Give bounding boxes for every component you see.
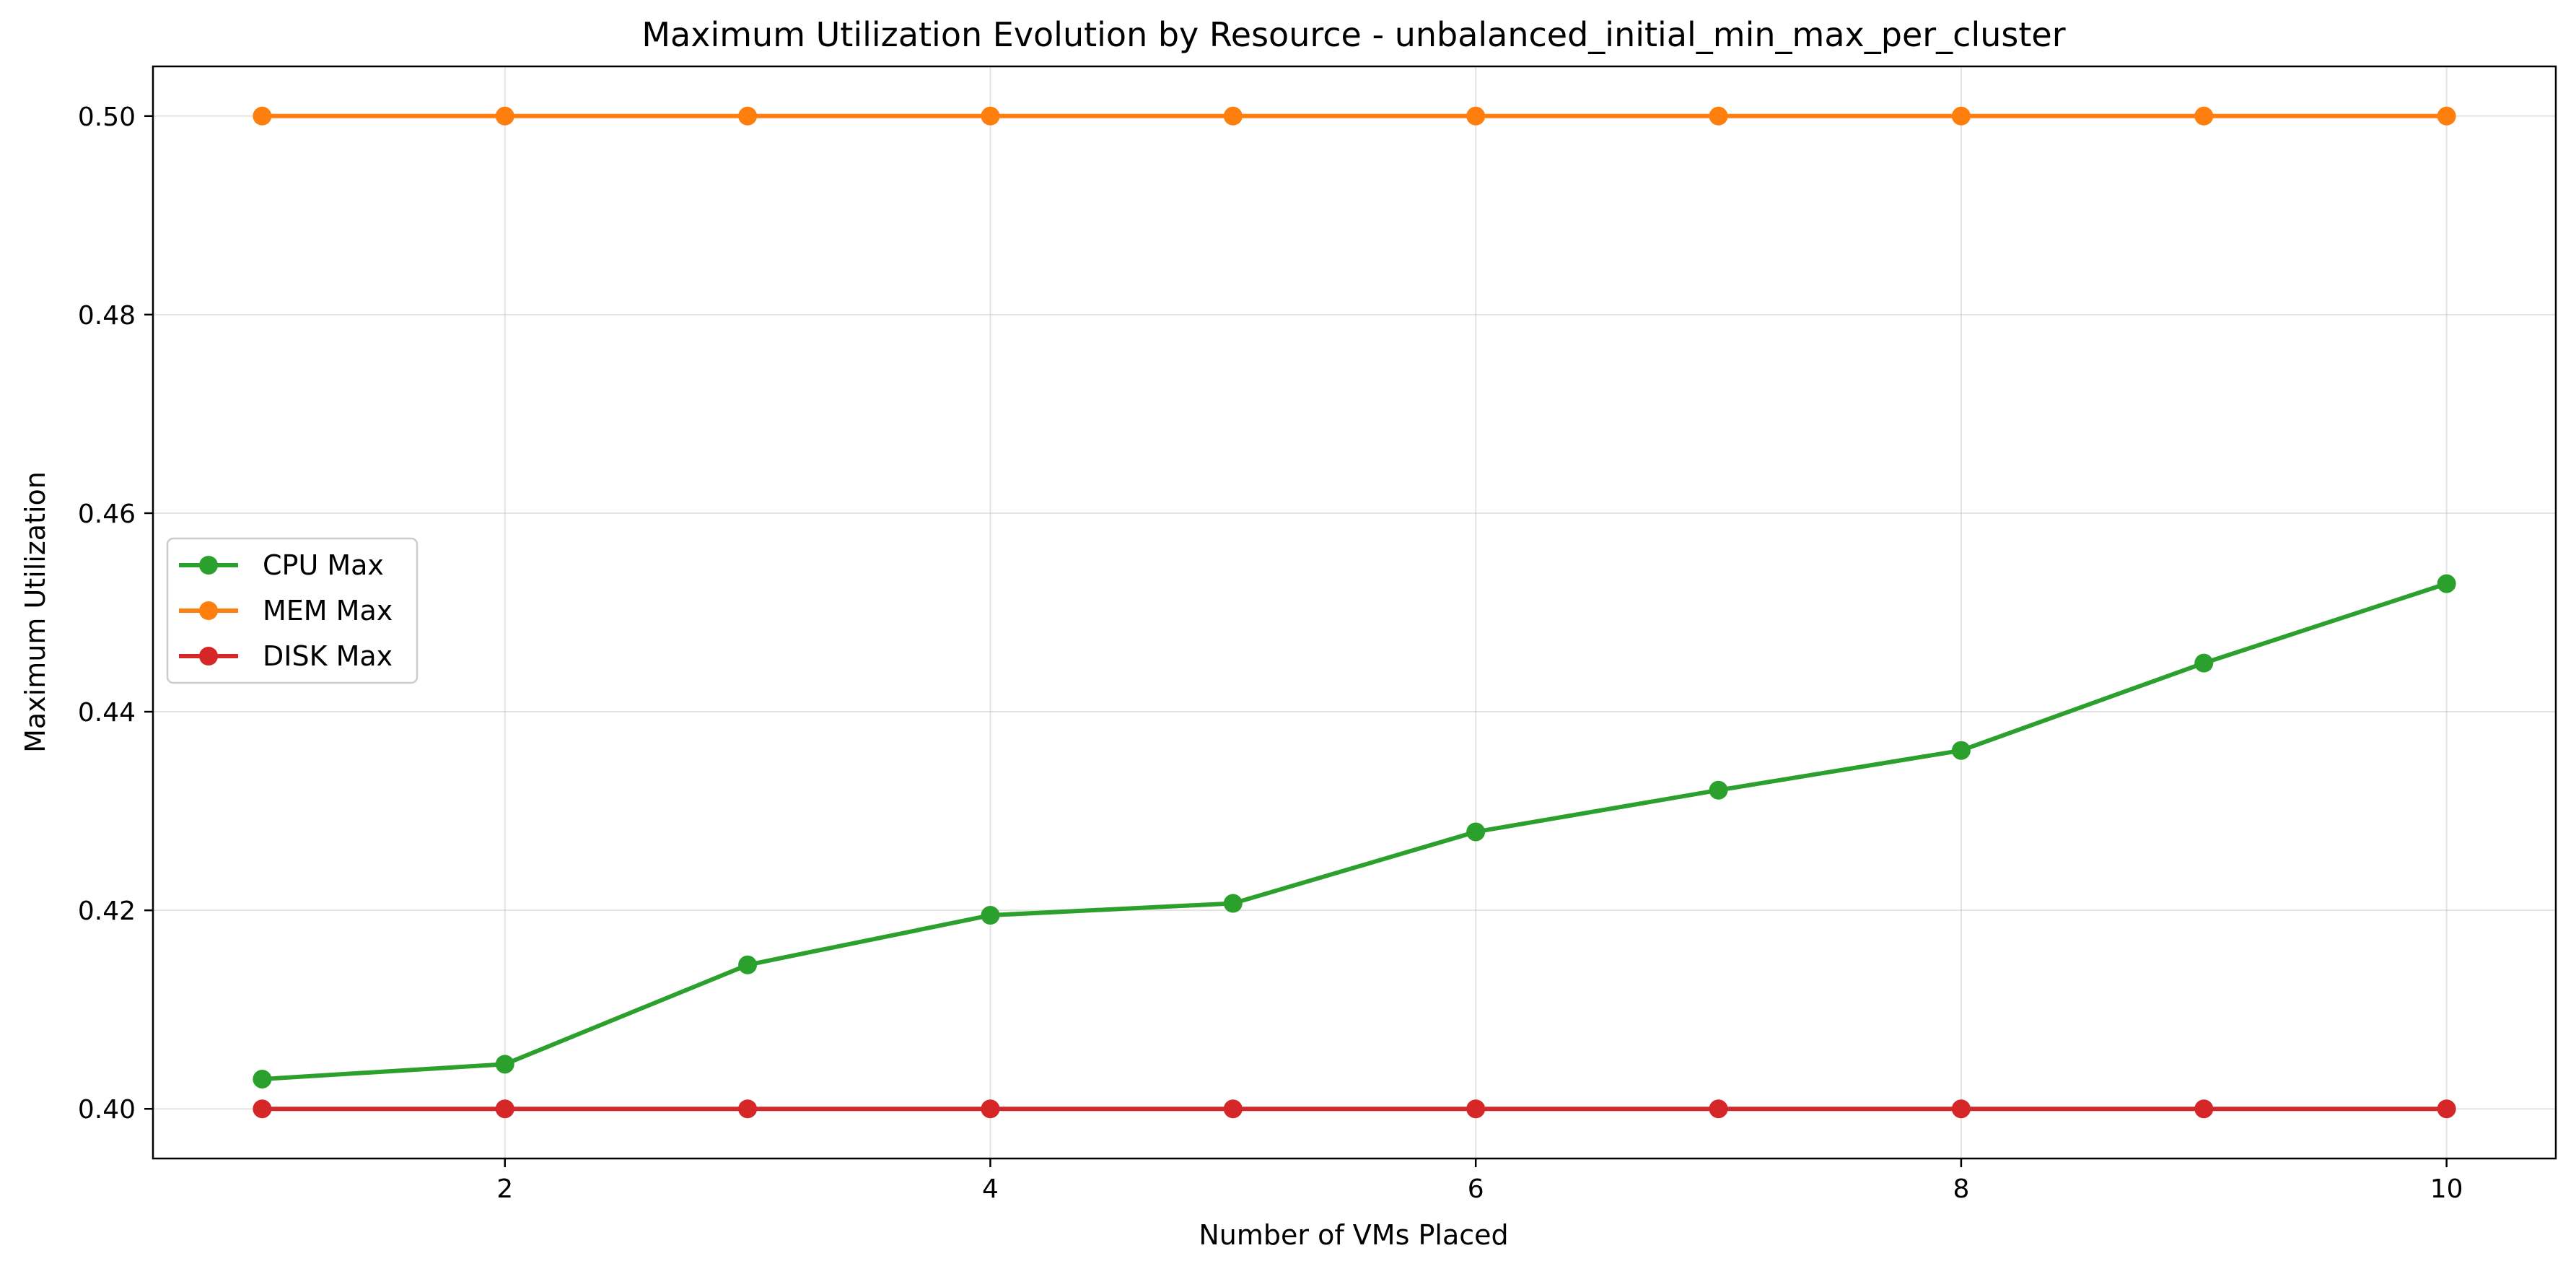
- data-point-cpu: [1223, 894, 1243, 913]
- data-point-disk: [1466, 1099, 1486, 1119]
- legend-marker-disk: [199, 647, 218, 666]
- plot-frame: [152, 65, 2557, 1160]
- y-tick-label: 0.50: [78, 102, 136, 132]
- data-point-disk: [738, 1099, 758, 1119]
- x-axis-label: Number of VMs Placed: [1199, 1219, 1508, 1251]
- y-tick-label: 0.42: [78, 896, 136, 926]
- legend: CPU Max MEM Max DISK Max: [166, 537, 419, 684]
- y-axis-label: Maximum Utilization: [19, 471, 51, 753]
- legend-label-disk: DISK Max: [263, 640, 393, 672]
- data-point-mem: [981, 106, 1000, 126]
- data-point-mem: [1223, 106, 1243, 126]
- y-tick-label: 0.46: [78, 499, 136, 529]
- data-point-mem: [1466, 106, 1486, 126]
- series-line-cpu: [262, 581, 2448, 1081]
- legend-label-cpu: CPU Max: [263, 549, 384, 581]
- legend-item-mem: MEM Max: [179, 595, 393, 627]
- series-disk: [253, 1099, 2456, 1119]
- data-point-mem: [1709, 106, 1728, 126]
- data-point-disk: [253, 1099, 272, 1119]
- x-tick-label: 2: [496, 1174, 513, 1204]
- chart-title: Maximum Utilization Evolution by Resourc…: [641, 15, 2065, 54]
- data-point-disk: [1951, 1099, 1971, 1119]
- x-tick-label: 4: [982, 1174, 999, 1204]
- legend-marker-mem: [199, 601, 218, 620]
- y-tick-label: 0.44: [78, 698, 136, 728]
- data-point-cpu: [738, 955, 758, 974]
- data-point-mem: [253, 106, 272, 126]
- data-point-disk: [2437, 1099, 2456, 1119]
- data-point-cpu: [2194, 653, 2214, 673]
- data-point-cpu: [1709, 780, 1728, 800]
- data-point-cpu: [1951, 741, 1971, 760]
- data-point-mem: [1951, 106, 1971, 126]
- y-tick-label: 0.40: [78, 1095, 136, 1125]
- data-point-disk: [495, 1099, 514, 1119]
- x-tick-label: 6: [1468, 1174, 1484, 1204]
- data-point-cpu: [495, 1055, 514, 1074]
- legend-item-cpu: CPU Max: [179, 549, 384, 581]
- data-point-mem: [2437, 106, 2456, 126]
- legend-label-mem: MEM Max: [263, 595, 393, 627]
- data-point-mem: [495, 106, 514, 126]
- legend-box: [166, 537, 419, 684]
- series-cpu: [253, 574, 2456, 1088]
- legend-marker-cpu: [199, 556, 218, 575]
- data-point-cpu: [1466, 822, 1486, 842]
- x-tick-label: 8: [1953, 1174, 1969, 1204]
- data-point-disk: [981, 1099, 1000, 1119]
- series-layer: [253, 106, 2456, 1119]
- data-point-disk: [1223, 1099, 1243, 1119]
- data-point-mem: [2194, 106, 2214, 126]
- axis-ticks: 2 4 6 8 10 0.40 0.42 0.44 0.46 0.48 0.50: [78, 102, 2463, 1204]
- data-point-cpu: [981, 906, 1000, 925]
- x-tick-label: 10: [2430, 1174, 2463, 1204]
- y-tick-label: 0.48: [78, 301, 136, 331]
- data-point-disk: [1709, 1099, 1728, 1119]
- legend-item-disk: DISK Max: [179, 640, 393, 672]
- data-point-cpu: [2437, 574, 2456, 593]
- data-point-mem: [738, 106, 758, 126]
- series-mem: [253, 106, 2456, 126]
- data-point-disk: [2194, 1099, 2214, 1119]
- data-point-cpu: [253, 1069, 272, 1088]
